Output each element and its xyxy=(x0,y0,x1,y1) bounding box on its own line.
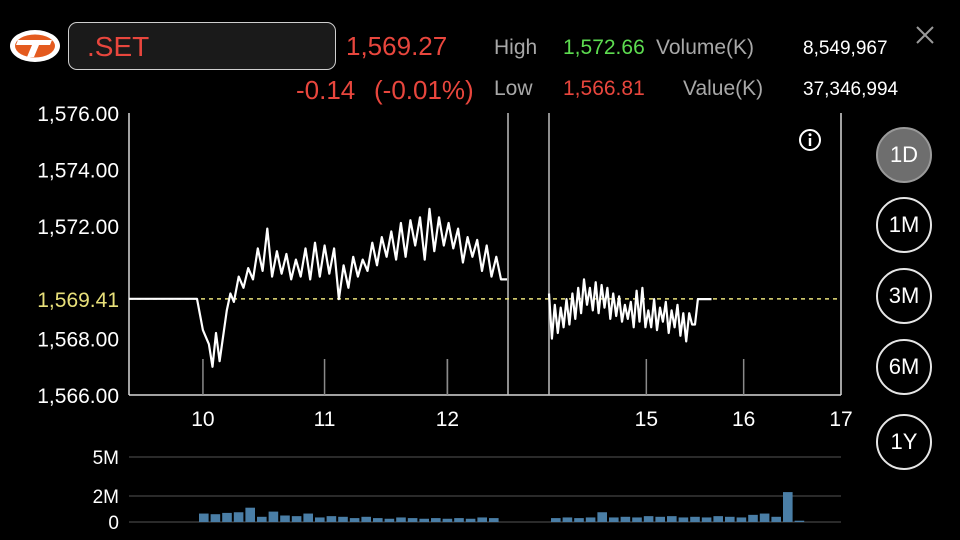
volume-bar xyxy=(736,517,747,522)
volume-bar xyxy=(562,517,573,522)
volume-bar xyxy=(407,518,418,522)
y-tick-label: 1,568.00 xyxy=(37,329,119,352)
value-label: Value(K) xyxy=(683,77,764,100)
y-tick-label: 1,566.00 xyxy=(37,385,119,408)
volume-bar xyxy=(551,518,561,522)
volume-bar xyxy=(315,517,325,522)
volume-bar xyxy=(783,492,793,522)
high-value: 1,572.66 xyxy=(563,36,645,59)
y-tick-label: 1,572.00 xyxy=(37,216,119,239)
high-label: High xyxy=(494,36,538,59)
volume-bar xyxy=(489,518,499,522)
volume-bar xyxy=(643,516,654,522)
volume-bar xyxy=(291,516,302,522)
period-button-1m[interactable]: 1M xyxy=(876,197,932,253)
volume-label: Volume(K) xyxy=(656,36,755,59)
volume-bar xyxy=(678,517,689,522)
volume-bar xyxy=(597,512,607,522)
volume-bar xyxy=(245,507,255,522)
reference-label: 1,569.41 xyxy=(37,289,119,312)
price-series-session-1 xyxy=(129,207,507,368)
volume-bar xyxy=(384,518,395,522)
volume-bar xyxy=(609,517,619,522)
y-tick-label: 1,576.00 xyxy=(37,103,119,126)
price-series-session-2 xyxy=(547,278,712,343)
volume-bar xyxy=(442,518,453,522)
volume-bar xyxy=(620,516,631,522)
volume-bar xyxy=(574,518,584,522)
y-tick-label: 1,574.00 xyxy=(37,159,119,182)
volume-bar xyxy=(725,516,735,522)
volume-bar xyxy=(701,517,712,522)
volume-bar xyxy=(199,513,209,522)
x-tick-label: 15 xyxy=(635,408,658,431)
volume-bar xyxy=(303,513,313,522)
price-change-percent: (-0.01%) xyxy=(374,75,474,105)
volume-bar xyxy=(667,516,677,522)
info-icon[interactable] xyxy=(798,128,822,152)
volume-bar xyxy=(477,517,487,522)
volume-bar xyxy=(326,516,337,522)
volume-bar xyxy=(268,511,279,522)
volume-bar xyxy=(713,516,723,522)
value-value: 37,346,994 xyxy=(803,79,899,100)
close-icon[interactable] xyxy=(914,24,936,46)
volume-bar xyxy=(419,518,429,522)
volume-bar xyxy=(759,513,770,522)
volume-bar xyxy=(338,516,348,522)
volume-bar xyxy=(585,517,596,522)
volume-bar xyxy=(655,516,665,522)
period-button-6m[interactable]: 6M xyxy=(876,339,932,395)
broker-logo-icon xyxy=(8,26,62,66)
volume-bar xyxy=(465,518,476,522)
volume-bar xyxy=(222,512,232,522)
volume-value: 8,549,967 xyxy=(803,38,888,59)
price-change: -0.14 xyxy=(296,75,356,105)
period-button-3m[interactable]: 3M xyxy=(876,268,932,324)
volume-bar xyxy=(233,512,244,522)
x-tick-label: 12 xyxy=(436,408,459,431)
volume-bar xyxy=(794,520,805,522)
volume-bar xyxy=(280,515,290,522)
period-button-1y[interactable]: 1Y xyxy=(876,414,932,470)
volume-tick-label: 5M xyxy=(93,448,119,469)
period-button-1d[interactable]: 1D xyxy=(876,127,932,183)
low-label: Low xyxy=(494,77,533,100)
volume-bar xyxy=(454,518,464,522)
low-value: 1,566.81 xyxy=(563,77,645,100)
x-tick-label: 17 xyxy=(829,408,852,431)
last-price: 1,569.27 xyxy=(346,31,448,61)
x-tick-label: 10 xyxy=(191,408,214,431)
volume-bar xyxy=(690,516,700,522)
volume-bar xyxy=(748,514,758,522)
volume-tick-label: 0 xyxy=(108,513,119,534)
volume-bar xyxy=(431,518,441,522)
volume-bar xyxy=(396,517,406,522)
x-tick-label: 16 xyxy=(732,408,755,431)
symbol-value: .SET xyxy=(87,31,150,62)
volume-tick-label: 2M xyxy=(93,487,119,508)
volume-bar xyxy=(210,514,221,522)
symbol-search-input[interactable]: .SET xyxy=(68,22,336,70)
volume-bar xyxy=(257,516,267,522)
volume-bar xyxy=(373,518,383,522)
x-tick-label: 11 xyxy=(314,408,336,431)
volume-bar xyxy=(349,518,360,522)
volume-bar xyxy=(771,516,781,522)
volume-bar xyxy=(632,517,642,522)
volume-bar xyxy=(361,516,371,522)
